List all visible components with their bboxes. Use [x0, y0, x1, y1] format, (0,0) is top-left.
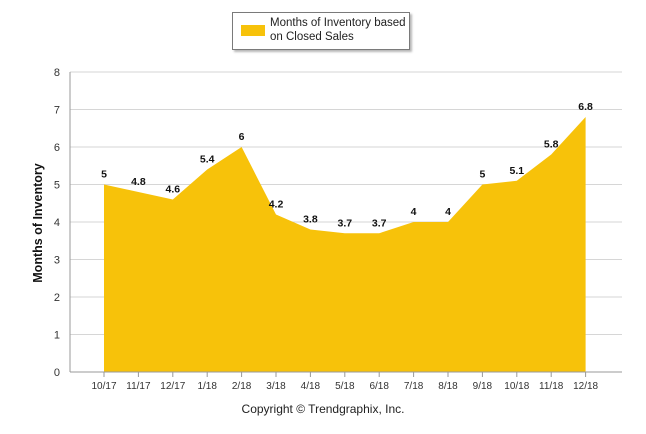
x-tick-label-12/17: 12/17: [160, 381, 185, 392]
x-tick-label-12/18: 12/18: [573, 381, 598, 392]
data-label-5/18: 3.7: [337, 217, 352, 229]
x-tick-label-7/18: 7/18: [404, 381, 424, 392]
y-tick-label-5: 5: [54, 180, 60, 192]
legend: Months of Inventory based on Closed Sale…: [232, 12, 410, 50]
x-tick-label-8/18: 8/18: [438, 381, 458, 392]
data-label-12/18: 6.8: [578, 101, 593, 113]
x-tick-label-10/17: 10/17: [91, 381, 116, 392]
data-label-6/18: 3.7: [372, 217, 387, 229]
data-label-4/18: 3.8: [303, 214, 318, 226]
legend-label: Months of Inventory based on Closed Sale…: [270, 17, 406, 43]
x-tick-label-3/18: 3/18: [266, 381, 286, 392]
x-tick-label-4/18: 4/18: [301, 381, 321, 392]
copyright-footer: Copyright © Trendgraphix, Inc.: [241, 402, 405, 416]
x-tick-label-10/18: 10/18: [504, 381, 529, 392]
y-axis-ticks: 0 1 2 3 4 5 6 7 8: [54, 67, 60, 379]
data-label-3/18: 4.2: [269, 199, 284, 211]
y-axis-label: Months of Inventory: [31, 163, 45, 283]
y-tick-label-2: 2: [54, 292, 60, 304]
legend-swatch: [241, 25, 265, 36]
data-label-10/17: 5: [101, 169, 107, 181]
x-tick-label-2/18: 2/18: [232, 381, 252, 392]
data-labels: 5 4.8 4.6 5.4 6 4.2 3.8 3.7 3.7 4 4 5 5.1 5.8 6.8: [101, 101, 593, 229]
y-tick-label-4: 4: [54, 217, 60, 229]
area-series-months-of-inventory: [104, 117, 586, 372]
x-tick-label-11/17: 11/17: [126, 381, 151, 392]
y-tick-label-1: 1: [54, 330, 60, 342]
y-tick-label-7: 7: [54, 105, 60, 117]
data-label-8/18: 4: [445, 206, 451, 218]
x-axis-ticks: 10/17 11/17 12/17 1/18 2/18 3/18 4/18 5/18 6/18 7…: [91, 372, 599, 392]
data-label-9/18: 5: [479, 169, 485, 181]
y-tick-label-8: 8: [54, 67, 60, 79]
axes: [69, 72, 622, 373]
y-tick-label-3: 3: [54, 255, 60, 267]
data-label-10/18: 5.1: [509, 165, 524, 177]
data-label-2/18: 6: [239, 131, 245, 143]
data-label-11/17: 4.8: [131, 176, 146, 188]
x-tick-label-1/18: 1/18: [197, 381, 217, 392]
data-label-7/18: 4: [411, 206, 417, 218]
x-tick-label-11/18: 11/18: [539, 381, 564, 392]
y-tick-label-0: 0: [54, 367, 60, 379]
x-tick-label-6/18: 6/18: [369, 381, 389, 392]
data-label-11/18: 5.8: [544, 139, 559, 151]
data-label-1/18: 5.4: [200, 154, 215, 166]
data-label-12/17: 4.6: [165, 184, 180, 196]
x-tick-label-5/18: 5/18: [335, 381, 355, 392]
x-tick-label-9/18: 9/18: [473, 381, 493, 392]
y-tick-label-6: 6: [54, 142, 60, 154]
